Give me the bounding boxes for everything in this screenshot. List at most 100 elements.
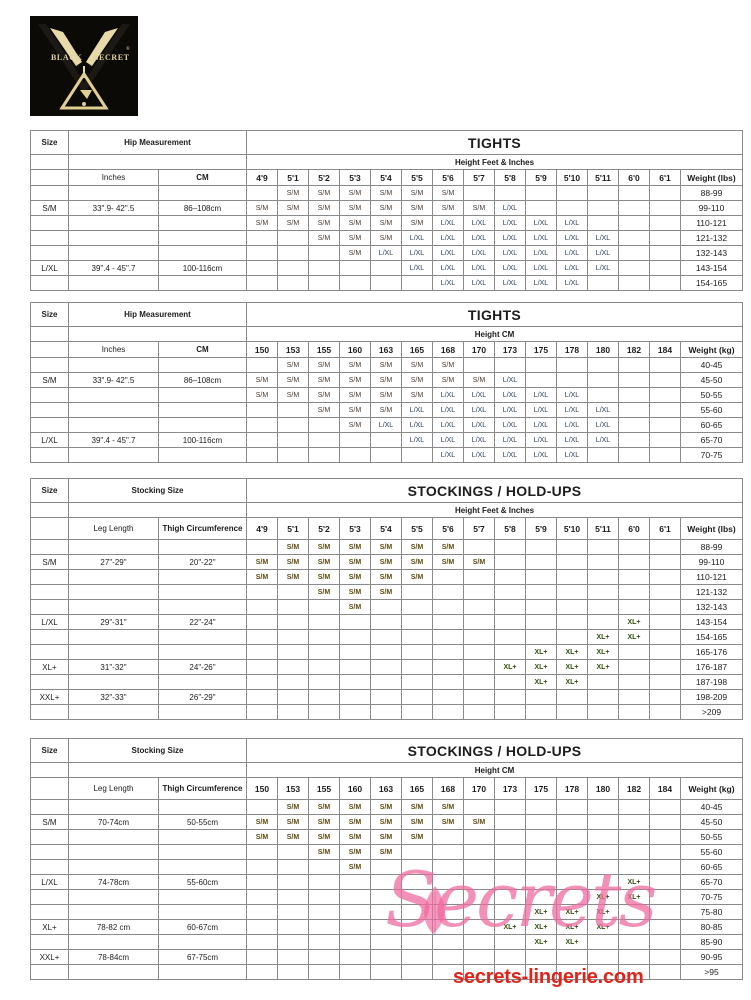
size-cell-empty	[432, 949, 464, 965]
table-row: S/M S/M S/M L/XL L/XL L/XL L/XL L/XL L/XL L/XL 121…	[30, 230, 743, 246]
size-cell-S-M: S/M	[370, 185, 402, 201]
row-measurement-secondary: 20"-22"	[158, 554, 247, 570]
size-cell-L-XL: L/XL	[556, 569, 588, 585]
size-cell-S-M: S/M	[308, 200, 340, 216]
size-cell-empty	[339, 689, 371, 705]
size-cell-empty	[525, 949, 557, 965]
size-cell-empty	[308, 599, 340, 615]
row-weight-value: 70-75	[680, 889, 743, 905]
size-cell-L-XL: L/XL	[525, 230, 557, 246]
size-cell-L-XL: L/XL	[370, 417, 402, 433]
size-cell-XXLplus: XXL+	[556, 704, 588, 720]
size-cell-empty	[339, 644, 371, 660]
row-size-label: L/XL	[30, 874, 69, 890]
size-cell-empty	[432, 934, 464, 950]
row-measurement-secondary	[158, 674, 247, 690]
size-cell-XLplus: XL+	[587, 919, 619, 935]
height-column-header: 6'0	[618, 169, 650, 186]
size-cell-empty	[618, 799, 650, 815]
spacer-cell	[30, 762, 69, 778]
size-cell-empty	[401, 949, 433, 965]
size-cell-XXLplus: XXL+	[649, 904, 681, 920]
size-cell-empty	[649, 387, 681, 403]
row-weight-value: 40-45	[680, 799, 743, 815]
size-cell-L-XL: L/XL	[401, 417, 433, 433]
size-cell-empty	[339, 904, 371, 920]
size-cell-L-XL: L/XL	[494, 215, 526, 231]
row-measurement-secondary	[158, 629, 247, 645]
size-cell-empty	[339, 934, 371, 950]
size-cell-empty	[246, 964, 278, 980]
table-row: S/M S/M S/M S/M S/M S/M L/XL L/XL L/XL L/XL L/XL 50…	[30, 387, 743, 403]
row-measurement-primary	[68, 245, 159, 261]
size-cell-S-M: S/M	[339, 372, 371, 388]
row-size-label: XXL+	[30, 689, 69, 705]
size-cell-L-XL: L/XL	[556, 584, 588, 600]
size-cell-empty	[494, 539, 526, 555]
row-measurement-primary	[68, 185, 159, 201]
size-cell-S-M: S/M	[401, 185, 433, 201]
size-cell-empty	[370, 432, 402, 448]
size-cell-L-XL: L/XL	[587, 417, 619, 433]
table-row: S/M S/M S/M S/M S/M S/M L/XL L/XL L/XL L/XL L/XL 11…	[30, 569, 743, 585]
size-cell-L-XL: L/XL	[587, 230, 619, 246]
size-cell-L-XL: L/XL	[463, 829, 495, 845]
size-cell-empty	[339, 447, 371, 463]
size-cell-L-XL: L/XL	[494, 245, 526, 261]
size-cell-L-XL: L/XL	[587, 859, 619, 875]
size-cell-empty	[556, 357, 588, 373]
size-cell-S-M: S/M	[246, 387, 278, 403]
size-cell-S-M: S/M	[277, 185, 309, 201]
row-measurement-secondary: 55-60cm	[158, 874, 247, 890]
size-cell-L-XL: L/XL	[587, 584, 619, 600]
size-cell-empty	[494, 689, 526, 705]
row-weight-value: 60-65	[680, 859, 743, 875]
size-cell-empty	[246, 614, 278, 630]
size-cell-empty	[370, 889, 402, 905]
size-cell-empty	[308, 629, 340, 645]
size-cell-S-M: S/M	[308, 402, 340, 418]
size-cell-empty	[246, 275, 278, 291]
row-measurement-primary	[68, 859, 159, 875]
size-cell-empty	[246, 402, 278, 418]
height-column-header: 184	[649, 341, 681, 358]
row-size-label	[30, 829, 69, 845]
size-cell-S-M: S/M	[308, 357, 340, 373]
size-cell-empty	[618, 387, 650, 403]
size-cell-L-XL: L/XL	[494, 629, 526, 645]
size-cell-L-XL: L/XL	[587, 432, 619, 448]
size-cell-L-XL: L/XL	[556, 829, 588, 845]
row-measurement-primary	[68, 417, 159, 433]
size-cell-L-XL: L/XL	[494, 584, 526, 600]
row-measurement-primary	[68, 447, 159, 463]
size-cell-L-XL: L/XL	[556, 230, 588, 246]
size-cell-XXLplus: XXL+	[587, 674, 619, 690]
size-cell-S-M: S/M	[277, 215, 309, 231]
size-cell-S-M: S/M	[463, 814, 495, 830]
size-cell-L-XL: L/XL	[525, 829, 557, 845]
row-measurement-primary	[68, 674, 159, 690]
size-cell-S-M: S/M	[246, 829, 278, 845]
size-cell-empty	[308, 432, 340, 448]
row-size-label	[30, 844, 69, 860]
row-measurement-primary: 74-78cm	[68, 874, 159, 890]
size-cell-L-XL: L/XL	[525, 844, 557, 860]
size-cell-L-XL: L/XL	[432, 599, 464, 615]
size-cell-S-M: S/M	[277, 799, 309, 815]
table-title: STOCKINGS / HOLD-UPS	[246, 478, 743, 503]
row-size-label: L/XL	[30, 260, 69, 276]
size-cell-empty	[463, 539, 495, 555]
size-cell-empty	[587, 447, 619, 463]
size-cell-L-XL: L/XL	[432, 447, 464, 463]
size-cell-XXLplus: XXL+	[618, 674, 650, 690]
size-cell-S-M: S/M	[339, 829, 371, 845]
size-cell-XLplus: XL+	[525, 919, 557, 935]
size-cell-S-M: S/M	[432, 372, 464, 388]
size-cell-XLplus: XL+	[618, 614, 650, 630]
corner-header-size: Size	[30, 130, 69, 155]
row-size-label	[30, 599, 69, 615]
svg-text:BLACK: BLACK	[51, 53, 83, 62]
height-column-header: 178	[556, 777, 588, 800]
row-measurement-secondary	[158, 447, 247, 463]
height-column-header: 168	[432, 777, 464, 800]
